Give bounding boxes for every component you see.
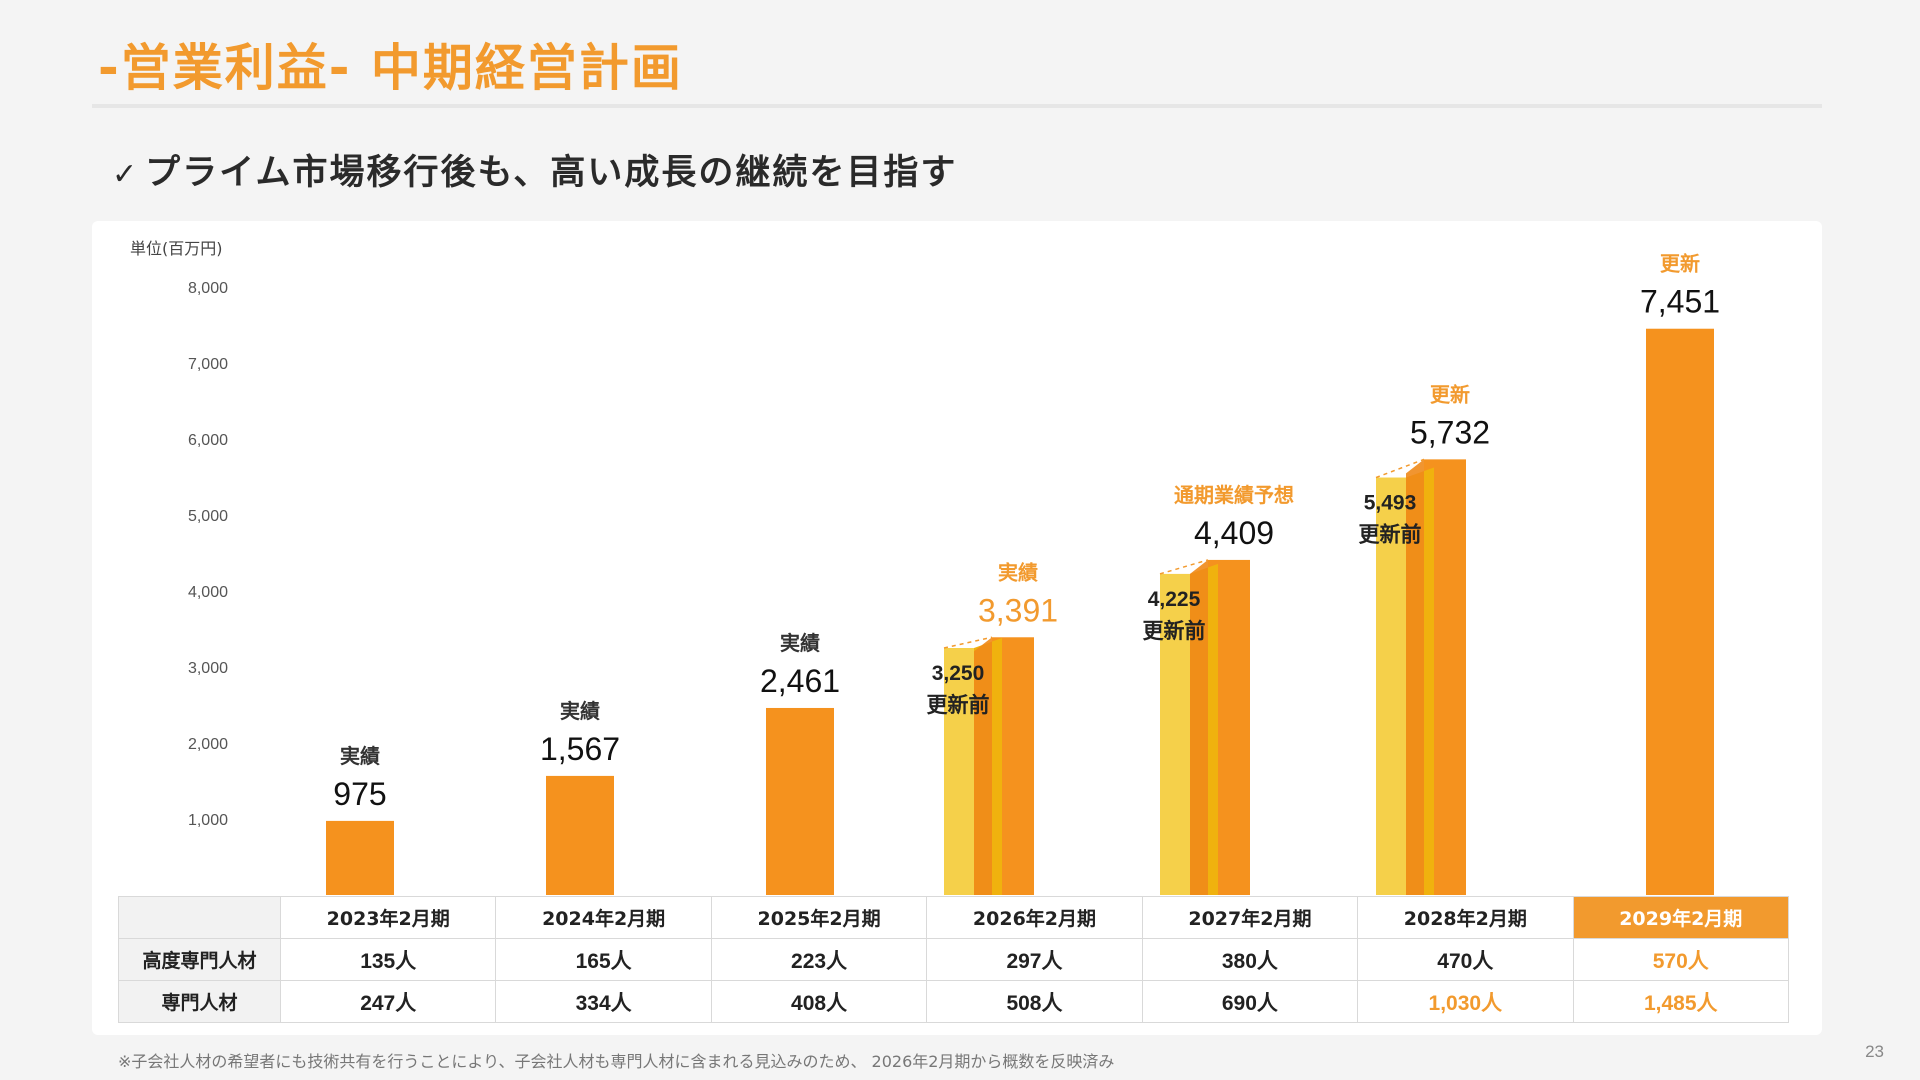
table-cell: 690人 — [1141, 980, 1359, 1023]
page-number: 23 — [1865, 1042, 1884, 1061]
value-label: 4,409 — [1194, 515, 1274, 551]
subtitle: ✓ プライム市場移行後も、高い成長の継続を目指す — [112, 144, 957, 195]
table-year-cell: 2023年2月期 — [279, 896, 497, 939]
table-year-cell: 2026年2月期 — [926, 896, 1143, 939]
bar-side — [1406, 459, 1424, 895]
table-row-label: 専門人材 — [118, 980, 281, 1023]
prior-caption-label: 更新前 — [1143, 619, 1206, 643]
table-row: 高度専門人材 135人 165人 223人 297人 380人 470人 570… — [118, 938, 1790, 981]
status-label: 実績 — [780, 631, 820, 655]
table-year-cell: 2025年2月期 — [710, 896, 928, 939]
status-label: 通期業績予想 — [1174, 483, 1294, 507]
y-tick-label: 2,000 — [188, 736, 228, 753]
update-connector — [943, 636, 993, 649]
table-corner-cell — [118, 896, 281, 939]
bar — [546, 775, 614, 895]
y-tick-label: 6,000 — [188, 432, 228, 449]
update-connector — [1375, 458, 1425, 479]
y-tick-label: 3,000 — [188, 660, 228, 677]
prior-caption-label: 更新前 — [927, 693, 990, 717]
table-cell: 165人 — [495, 938, 712, 981]
table-year-cell-highlight: 2029年2月期 — [1572, 896, 1790, 939]
table-cell: 334人 — [495, 980, 712, 1023]
table-cell: 247人 — [279, 980, 497, 1023]
value-label: 975 — [333, 776, 386, 812]
operating-profit-chart: 単位(百万円) 1,000 2,000 3,000 4,000 5,000 6,000 7,0… — [130, 239, 1720, 895]
check-icon: ✓ — [112, 157, 140, 192]
bar — [326, 820, 394, 895]
value-label: 7,451 — [1640, 284, 1720, 320]
table-year-cell: 2024年2月期 — [495, 896, 712, 939]
page-title: -営業利益- 中期経営計画 — [98, 39, 683, 97]
prior-bar — [1160, 573, 1190, 895]
table-cell: 408人 — [710, 980, 928, 1023]
status-label: 実績 — [340, 744, 380, 768]
table-cell-highlight: 1,485人 — [1572, 980, 1790, 1023]
status-label: 更新 — [1660, 252, 1700, 276]
table-row: 専門人材 247人 334人 408人 508人 690人 1,030人 1,4… — [118, 980, 1790, 1023]
prior-bar — [1376, 477, 1406, 895]
table-cell: 135人 — [279, 938, 497, 981]
prior-value-label: 5,493 — [1364, 492, 1417, 515]
prior-caption-label: 更新前 — [1359, 523, 1422, 547]
title-divider — [92, 104, 1822, 108]
update-connector — [1159, 559, 1209, 575]
table-cell: 380人 — [1141, 938, 1359, 981]
y-tick-label: 5,000 — [188, 508, 228, 525]
bar — [766, 707, 834, 895]
value-label: 3,391 — [978, 592, 1058, 628]
table-header-row: 2023年2月期 2024年2月期 2025年2月期 2026年2月期 2027… — [118, 896, 1790, 939]
y-tick-label: 4,000 — [188, 584, 228, 601]
bar-side — [974, 637, 992, 895]
table-row-label: 高度専門人材 — [118, 938, 281, 981]
footnote: ※子会社人材の希望者にも技術共有を行うことにより、子会社人材も専門人材に含まれる… — [118, 1052, 1115, 1071]
table-year-cell: 2028年2月期 — [1357, 896, 1574, 939]
prior-value-label: 3,250 — [932, 662, 985, 685]
table-cell: 297人 — [926, 938, 1143, 981]
subtitle-text: プライム市場移行後も、高い成長の継続を目指す — [145, 153, 958, 193]
y-tick-label: 1,000 — [188, 812, 228, 829]
y-tick-label: 7,000 — [188, 356, 228, 373]
unit-label: 単位(百万円) — [130, 239, 223, 258]
table-cell: 508人 — [926, 980, 1143, 1023]
status-label: 更新 — [1430, 382, 1470, 406]
y-tick-label: 8,000 — [188, 280, 228, 297]
staff-table: 2023年2月期 2024年2月期 2025年2月期 2026年2月期 2027… — [118, 896, 1790, 1023]
table-cell: 470人 — [1357, 938, 1574, 981]
prior-bar — [944, 648, 974, 895]
bar — [1646, 328, 1714, 895]
value-label: 1,567 — [540, 731, 620, 767]
bar-side — [1190, 559, 1208, 895]
status-label: 実績 — [998, 560, 1038, 584]
value-label: 2,461 — [760, 663, 840, 699]
table-cell: 223人 — [710, 938, 928, 981]
value-label: 5,732 — [1410, 414, 1490, 450]
table-cell-highlight: 1,030人 — [1357, 980, 1574, 1023]
prior-value-label: 4,225 — [1148, 588, 1201, 611]
table-year-cell: 2027年2月期 — [1141, 896, 1359, 939]
table-cell-highlight: 570人 — [1572, 938, 1790, 981]
status-label: 実績 — [560, 699, 600, 723]
